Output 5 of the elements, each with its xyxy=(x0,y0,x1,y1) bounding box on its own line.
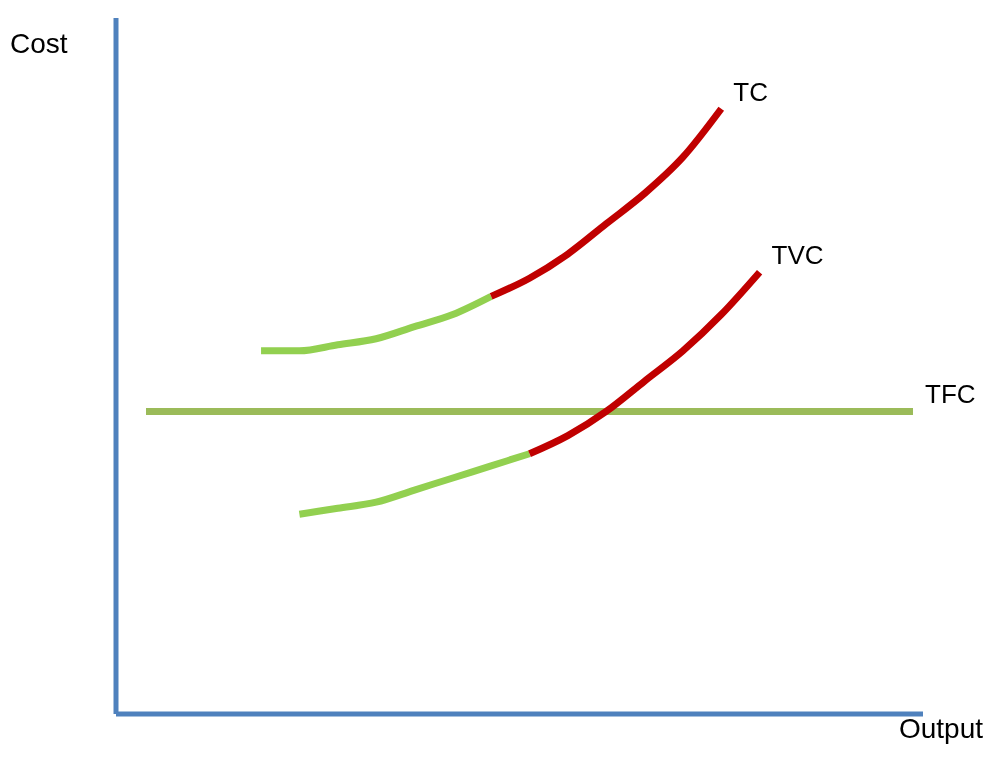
y-axis-title: Cost xyxy=(10,28,68,60)
x-axis-title: Output xyxy=(898,713,983,745)
series-label: TFC xyxy=(925,379,976,410)
series-label: TC xyxy=(733,76,768,107)
series-label: TVC xyxy=(771,240,824,271)
